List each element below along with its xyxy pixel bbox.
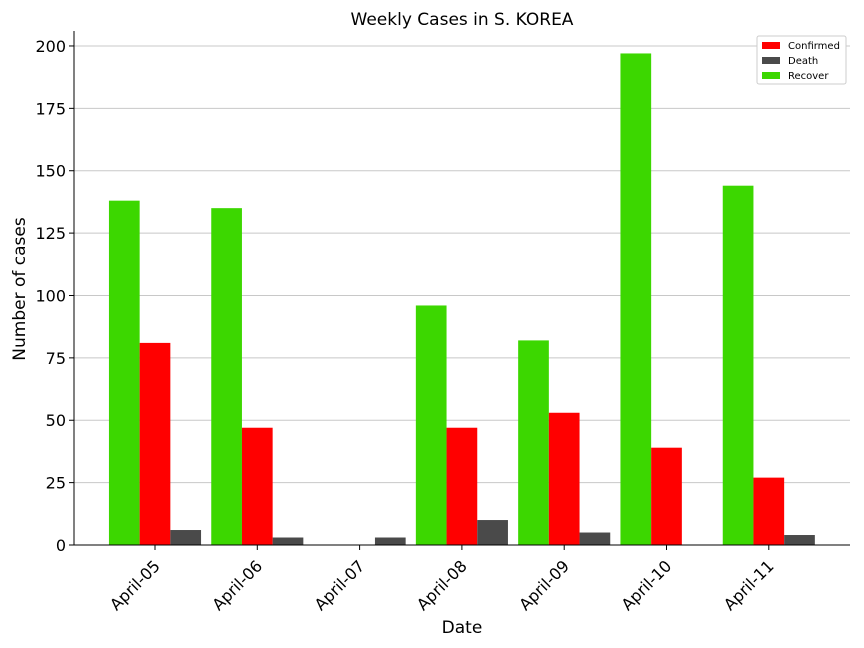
x-ticks: April-05 April-06 April-07 April-08 April-09… <box>106 545 778 614</box>
x-tick-label: April-09 <box>515 556 573 614</box>
y-tick-label: 25 <box>46 474 66 493</box>
legend-label-confirmed: Confirmed <box>788 41 840 52</box>
bar-death-April-08 <box>477 520 508 545</box>
bars <box>108 53 815 546</box>
bar-death-April-06 <box>272 537 304 545</box>
bar-recover-April-10 <box>620 53 652 546</box>
y-tick-label: 50 <box>46 411 66 430</box>
bar-recover-April-09 <box>518 340 549 545</box>
x-tick-label: April-10 <box>618 556 676 614</box>
y-tick-label: 100 <box>35 286 66 305</box>
bar-recover-April-05 <box>108 200 140 545</box>
x-tick-label: April-08 <box>413 556 471 614</box>
bar-death-April-07 <box>374 537 406 545</box>
x-tick-label: April-06 <box>208 556 266 614</box>
y-ticks: 0 25 50 75 100 125 150 175 200 <box>35 37 74 555</box>
y-tick-label: 175 <box>35 99 66 118</box>
bar-confirmed-April-08 <box>446 427 478 545</box>
legend-swatch-recover <box>762 72 780 79</box>
x-tick-label: April-05 <box>106 556 164 614</box>
y-tick-label: 125 <box>35 224 66 243</box>
y-axis-label: Number of cases <box>10 217 30 361</box>
chart-title: Weekly Cases in S. KOREA <box>351 10 574 30</box>
bar-recover-April-06 <box>211 208 242 545</box>
y-tick-label: 150 <box>35 162 66 181</box>
x-axis-label: Date <box>442 618 483 638</box>
y-tick-label: 75 <box>46 349 66 368</box>
x-tick-label: April-11 <box>720 556 778 614</box>
y-tick-label: 0 <box>56 536 66 555</box>
bar-confirmed-April-10 <box>651 447 682 545</box>
bar-recover-April-11 <box>722 185 754 545</box>
bar-confirmed-April-06 <box>241 427 273 545</box>
legend-label-death: Death <box>788 56 818 67</box>
legend-label-recover: Recover <box>788 71 829 82</box>
bar-recover-April-08 <box>415 305 447 545</box>
bar-confirmed-April-05 <box>139 342 171 545</box>
bar-confirmed-April-09 <box>548 412 580 545</box>
bar-confirmed-April-11 <box>753 477 785 545</box>
bar-death-April-05 <box>170 530 202 545</box>
x-tick-label: April-07 <box>311 556 369 614</box>
legend-swatch-confirmed <box>762 42 780 49</box>
legend: Confirmed Death Recover <box>756 35 847 85</box>
bar-death-April-09 <box>579 532 611 545</box>
legend-swatch-death <box>762 57 780 64</box>
gridlines <box>74 45 850 546</box>
bar-death-April-11 <box>784 535 815 545</box>
y-tick-label: 200 <box>35 37 66 56</box>
